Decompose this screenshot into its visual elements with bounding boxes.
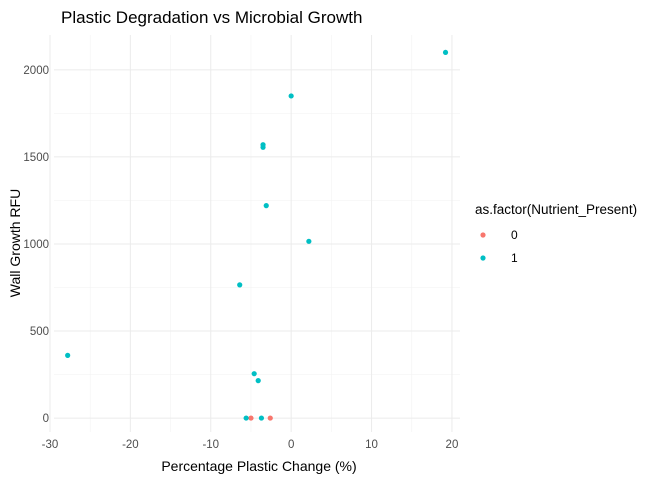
legend-entries: 01 [480, 228, 518, 265]
x-tick-label: 0 [288, 439, 294, 451]
legend-key-1 [480, 255, 486, 261]
y-tick-label: 1000 [23, 239, 49, 251]
data-point-series-1 [442, 49, 449, 56]
x-axis-title: Percentage Plastic Change (%) [161, 458, 356, 474]
legend-label-0: 0 [511, 228, 518, 242]
x-tick-label: 20 [446, 439, 459, 451]
y-tick-label: 2000 [23, 65, 49, 77]
legend: as.factor(Nutrient_Present) 01 [475, 202, 637, 265]
x-tick-label: -30 [42, 439, 59, 451]
x-tick-label: -10 [202, 439, 219, 451]
data-point-series-1 [237, 282, 243, 288]
data-point-series-1 [263, 203, 269, 209]
y-tick-label: 1500 [23, 152, 49, 164]
x-tick-label: 10 [365, 439, 378, 451]
y-tick-label: 500 [30, 326, 49, 338]
legend-title: as.factor(Nutrient_Present) [475, 202, 637, 217]
data-point-series-1 [288, 93, 294, 99]
y-tick-label: 0 [43, 413, 49, 425]
legend-label-1: 1 [511, 251, 518, 265]
tick-labels: -30 -20 -10 0 10 20 0 500 1000 1500 2000 [23, 65, 458, 451]
data-point-series-1 [260, 144, 266, 150]
data-point-series-1 [243, 415, 249, 421]
data-point-series-1 [258, 415, 265, 421]
data-point-series-0 [248, 415, 254, 421]
data-point-series-1 [65, 352, 71, 358]
data-point-series-1 [251, 371, 257, 377]
grid [49, 35, 460, 432]
chart-title: Plastic Degradation vs Microbial Growth [61, 8, 362, 27]
data-point-series-0 [267, 415, 273, 421]
data-points [65, 49, 449, 421]
legend-key-0 [480, 232, 486, 238]
data-point-series-1 [255, 378, 261, 384]
x-tick-label: -20 [122, 439, 139, 451]
data-point-series-1 [306, 238, 312, 244]
y-axis-title: Wall Growth RFU [7, 189, 23, 297]
